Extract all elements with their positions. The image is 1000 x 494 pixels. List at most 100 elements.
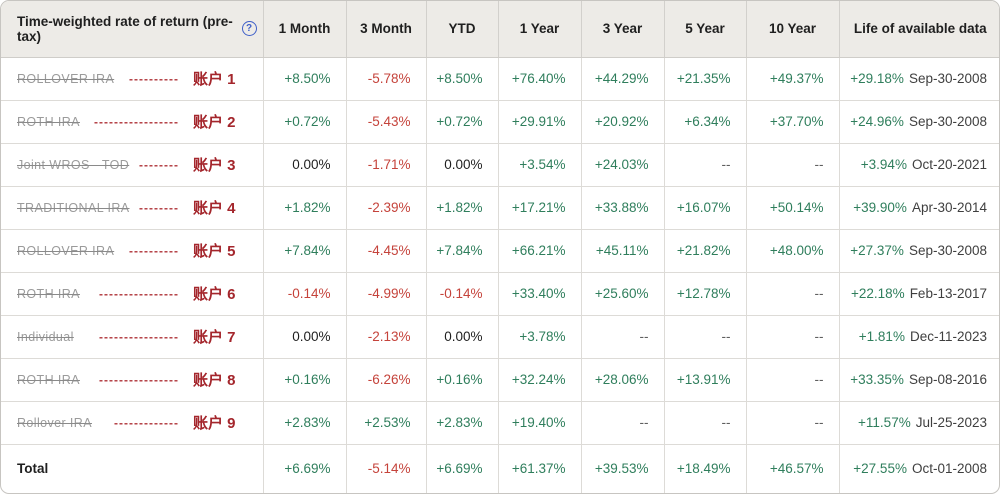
life-value: +11.57% [858,415,911,430]
return-cell-1-year: +76.40% [497,57,581,100]
return-cell-1-year: +32.24% [497,357,581,401]
life-value: +33.35% [850,372,904,387]
return-cell-ytd: +2.83% [425,400,498,444]
total-row: Total +6.69% -5.14% +6.69% +61.37% +39.5… [1,443,999,493]
account-name-cell: ROLLOVER IRA ---------- 账户 5 [1,228,263,272]
return-cell-1-year: +17.21% [497,185,581,229]
redaction-dashes: ------------- [114,415,179,430]
total-cell-1-year: +61.37% [497,443,581,493]
total-cell-5-year: +18.49% [663,443,746,493]
col-header-10-year: 10 Year [745,1,839,58]
return-cell-10-year: -- [745,357,839,401]
table-body: ROLLOVER IRA ---------- 账户 1 +8.50% -5.7… [1,57,999,444]
account-label: 账户 5 [192,243,236,260]
return-cell-ytd: -0.14% [425,271,498,315]
return-cell-1-month: 0.00% [262,142,346,186]
life-cell: +3.94% Oct-20-2021 [838,142,999,186]
return-cell-3-month: -5.78% [345,57,426,100]
return-cell-ytd: +8.50% [425,57,498,100]
account-name: Rollover IRA [17,415,92,430]
return-cell-ytd: +1.82% [425,185,498,229]
return-cell-10-year: +50.14% [745,185,839,229]
return-cell-1-month: +0.72% [262,99,346,143]
life-value: +29.18% [850,71,904,86]
redaction-dashes: ---------------- [99,372,179,387]
total-life-date: Oct-01-2008 [911,461,987,477]
return-cell-5-year: +21.35% [663,57,746,100]
return-cell-5-year: -- [663,314,746,358]
life-cell: +33.35% Sep-08-2016 [838,357,999,401]
col-header-life: Life of available data [838,1,999,58]
life-date: Oct-20-2021 [911,157,987,172]
life-date: Sep-30-2008 [908,243,987,258]
return-cell-ytd: +7.84% [425,228,498,272]
return-cell-10-year: +37.70% [745,99,839,143]
life-date: Feb-13-2017 [909,286,987,301]
return-cell-1-year: +3.54% [497,142,581,186]
return-cell-3-year: +44.29% [580,57,664,100]
life-date: Sep-30-2008 [908,114,987,129]
redaction-dashes: ---------- [129,71,179,86]
life-value: +22.18% [851,286,905,301]
return-cell-ytd: 0.00% [425,314,498,358]
return-cell-3-month: -4.99% [345,271,426,315]
return-cell-1-year: +33.40% [497,271,581,315]
return-cell-5-year: -- [663,400,746,444]
col-header-ytd: YTD [425,1,498,58]
account-label: 账户 8 [192,372,236,389]
total-life-value: +27.55% [853,461,907,477]
return-cell-3-month: -2.39% [345,185,426,229]
return-cell-10-year: -- [745,400,839,444]
account-name-cell: ROTH IRA ---------------- 账户 8 [1,357,263,401]
return-cell-3-year: +45.11% [580,228,664,272]
return-cell-5-year: +21.82% [663,228,746,272]
return-cell-3-year: +24.03% [580,142,664,186]
total-label: Total [1,443,263,493]
col-header-5-year: 5 Year [663,1,746,58]
table-title-cell: Time-weighted rate of return (pre-tax) ? [1,1,263,58]
life-cell: +27.37% Sep-30-2008 [838,228,999,272]
redaction-dashes: ---------------- [99,286,179,301]
life-cell: +1.81% Dec-11-2023 [838,314,999,358]
return-cell-3-month: -1.71% [345,142,426,186]
return-cell-ytd: +0.16% [425,357,498,401]
return-cell-10-year: +48.00% [745,228,839,272]
account-name-cell: ROTH IRA ----------------- 账户 2 [1,99,263,143]
return-cell-1-month: -0.14% [262,271,346,315]
account-label: 账户 9 [192,415,236,432]
life-date: Jul-25-2023 [915,415,987,430]
account-name-cell: ROLLOVER IRA ---------- 账户 1 [1,57,263,100]
account-name: TRADITIONAL IRA [17,200,130,215]
return-cell-10-year: -- [745,314,839,358]
return-cell-1-year: +29.91% [497,99,581,143]
account-name: Individual [17,329,74,344]
table-title: Time-weighted rate of return (pre-tax) [17,13,233,44]
account-row: Joint WROS - TOD -------- 账户 3 0.00% -1.… [1,142,999,186]
account-label: 账户 1 [192,71,236,88]
account-name: ROTH IRA [17,372,80,387]
return-cell-5-year: -- [663,142,746,186]
redaction-dashes: ---------- [129,243,179,258]
account-label: 账户 2 [192,114,236,131]
return-cell-5-year: +12.78% [663,271,746,315]
col-header-1-month: 1 Month [262,1,346,58]
total-cell-1-month: +6.69% [262,443,346,493]
account-row: ROTH IRA ---------------- 账户 6 -0.14% -4… [1,271,999,315]
account-name-cell: Rollover IRA ------------- 账户 9 [1,400,263,444]
life-cell: +39.90% Apr-30-2014 [838,185,999,229]
return-cell-10-year: -- [745,271,839,315]
help-icon[interactable]: ? [241,21,257,37]
life-date: Dec-11-2023 [909,329,987,344]
return-cell-5-year: +13.91% [663,357,746,401]
life-value: +39.90% [853,200,907,215]
life-date: Sep-30-2008 [908,71,987,86]
life-cell: +29.18% Sep-30-2008 [838,57,999,100]
redaction-dashes: -------- [139,157,179,172]
return-cell-1-year: +19.40% [497,400,581,444]
col-header-3-month: 3 Month [345,1,426,58]
redaction-dashes: ----------------- [94,114,179,129]
account-row: TRADITIONAL IRA -------- 账户 4 +1.82% -2.… [1,185,999,229]
account-row: Individual ---------------- 账户 7 0.00% -… [1,314,999,358]
account-name-cell: TRADITIONAL IRA -------- 账户 4 [1,185,263,229]
